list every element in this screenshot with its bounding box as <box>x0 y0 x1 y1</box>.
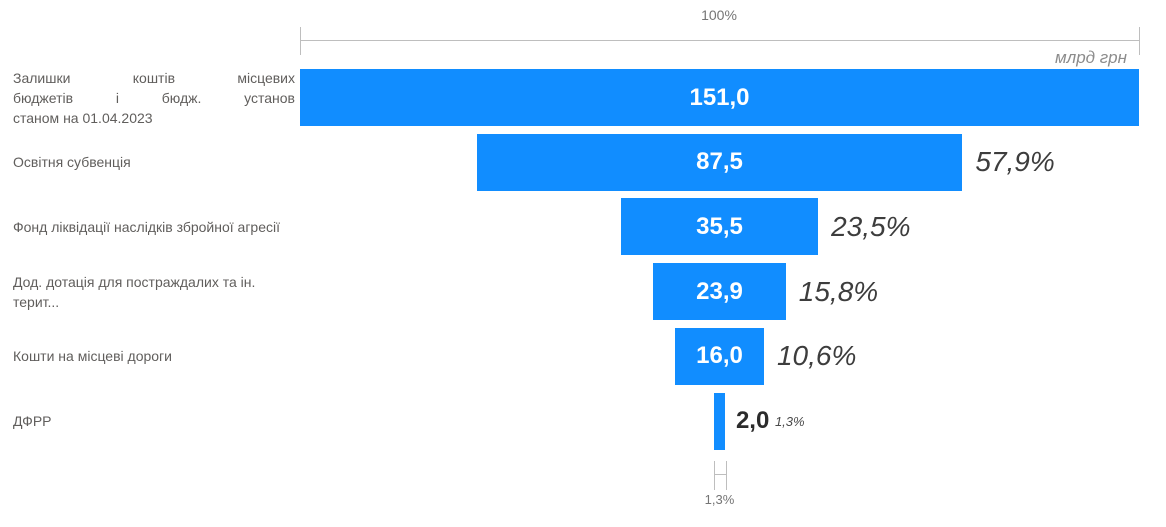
bottom-axis-label: 1,3% <box>704 492 735 507</box>
percent-label: 23,5% <box>831 210 911 242</box>
bar-value-label: 87,5 <box>696 148 743 176</box>
category-label: Кошти на місцеві дороги <box>13 348 172 365</box>
funnel-bar[interactable]: 16,0 <box>675 327 764 385</box>
top-axis-bracket <box>300 27 1140 55</box>
bar-value-label: 16,0 <box>696 342 743 370</box>
top-axis-label: 100% <box>701 7 737 23</box>
funnel-bar[interactable]: 35,5 <box>620 198 819 256</box>
funnel-bar[interactable]: 23,9 <box>653 263 786 321</box>
unit-label: млрд грн <box>1054 48 1127 67</box>
category-label: ДФРР <box>13 413 52 429</box>
bar-value-label: 35,5 <box>696 212 743 240</box>
percent-label: 15,8% <box>798 275 879 307</box>
bar-value-label: 23,9 <box>696 277 743 305</box>
category-label: Освітня субвенція <box>13 154 131 171</box>
percent-label: 10,6% <box>776 340 857 372</box>
percent-label: 57,9% <box>975 146 1055 178</box>
bottom-axis-bracket <box>714 461 727 490</box>
bar-value-label: 2,0 <box>735 407 770 434</box>
percent-label: 1,3% <box>774 413 805 429</box>
funnel-bar[interactable] <box>714 392 725 450</box>
category-label: Дод. дотація для постраждалих та ін. тер… <box>13 273 256 310</box>
category-label: Залишки коштів місцевих бюджетів і бюдж. … <box>13 69 295 126</box>
funnel-bar[interactable]: 87,5 <box>476 133 963 191</box>
funnel-bar[interactable]: 151,0 <box>300 69 1139 126</box>
category-label: Фонд ліквідації наслідків збройної агрес… <box>13 218 280 235</box>
bar-value-label: 151,0 <box>689 83 750 111</box>
